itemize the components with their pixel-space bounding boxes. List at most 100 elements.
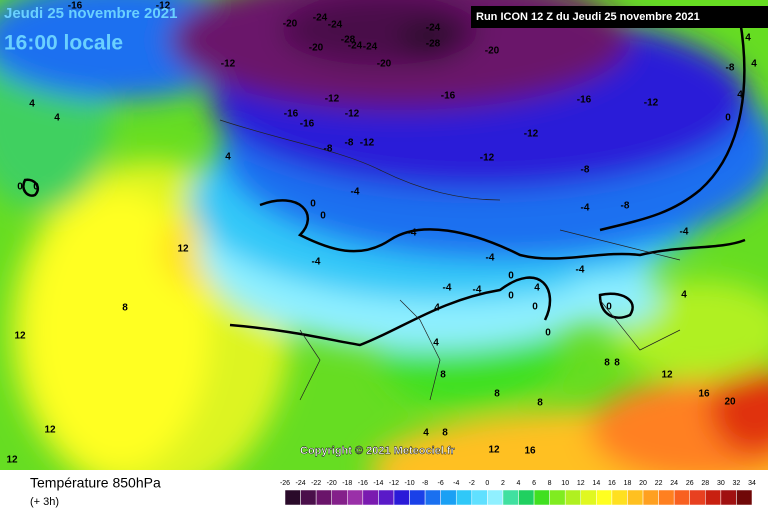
legend-swatch [455, 489, 473, 506]
contour-label: 12 [488, 445, 500, 456]
contour-label: -24 [313, 13, 328, 24]
contour-label: -12 [524, 129, 539, 140]
contour-label: 4 [737, 90, 743, 101]
legend-swatch [673, 489, 690, 506]
variable-title: Température 850hPa [30, 475, 161, 491]
date: Jeudi 25 novembre 2021 [4, 5, 177, 22]
contour-label: 12 [661, 370, 673, 381]
contour-label: -4 [408, 228, 417, 239]
contour-label: 4 [29, 99, 35, 110]
legend-swatch [347, 489, 364, 506]
legend-swatch [378, 489, 395, 506]
legend-swatch [393, 489, 410, 506]
contour-label: -12 [156, 1, 171, 12]
contour-line [259, 199, 746, 260]
contour-label: 0 [725, 113, 731, 124]
legend-swatch [720, 489, 737, 506]
contour-label: -8 [345, 138, 354, 149]
legend-tick-label: -2 [469, 480, 475, 487]
contour-label: 0 [545, 328, 551, 339]
contour-label: 0 [532, 302, 538, 313]
legend-tick-label: 8 [548, 480, 552, 487]
contour-label: 4 [745, 33, 751, 44]
contour-label: 0 [508, 291, 514, 302]
contour-label: -16 [577, 95, 592, 106]
legend-swatch [658, 489, 675, 506]
contour-label: -8 [726, 63, 735, 74]
run-info: Run ICON 12 Z du Jeudi 25 novembre 2021 [476, 11, 700, 23]
contour-label: -20 [309, 43, 324, 54]
contour-label: -16 [284, 109, 299, 120]
contour-label: 8 [614, 358, 620, 369]
contour-label: 0 [17, 182, 23, 193]
contour-label: 4 [54, 113, 60, 124]
legend-swatch [642, 489, 659, 506]
legend-tick-label: 30 [717, 480, 725, 487]
contour-label: 4 [225, 152, 231, 163]
contour-label: 4 [751, 59, 757, 70]
legend-tick-label: -10 [404, 480, 414, 487]
legend-swatch [487, 489, 504, 506]
contour-label: -16 [68, 1, 83, 12]
legend-tick-label: 6 [532, 480, 536, 487]
legend-tick-label: -20 [327, 480, 337, 487]
contour-label: 0 [310, 199, 316, 210]
legend-swatch [596, 489, 613, 506]
contour-label: -8 [621, 201, 630, 212]
color-legend: -26 -24 -22 -20 -18 -16 -14 -12 -10 -8 -6 -4 -2 0 2 4 6 8… [280, 480, 756, 506]
contour-label: -4 [351, 187, 360, 198]
contour-label: -20 [377, 59, 392, 70]
contour-label: -12 [480, 153, 495, 164]
legend-tick-label: 34 [748, 480, 756, 487]
legend-swatch [533, 489, 550, 506]
forecast-step: (+ 3h) [30, 496, 59, 508]
contour-label: -24 [426, 23, 441, 34]
legend-tick-label: -14 [373, 480, 383, 487]
legend-swatch [300, 489, 317, 506]
contour-label: -4 [581, 203, 590, 214]
legend-swatch [284, 489, 301, 506]
legend-tick-label: 12 [577, 480, 585, 487]
contour-label: 16 [698, 389, 710, 400]
legend-tick-label: -26 [280, 480, 290, 487]
legend-swatch [424, 489, 441, 506]
contour-label: 8 [537, 398, 543, 409]
contour-label: -20 [485, 46, 500, 57]
contour-label: 8 [442, 428, 448, 439]
legend-tick-label: 32 [733, 480, 741, 487]
legend-tick-label: -24 [296, 480, 306, 487]
contour-label: -16 [300, 119, 315, 130]
legend-tick-label: 4 [517, 480, 521, 487]
time: 16:00 locale [4, 32, 123, 55]
contour-label: -4 [576, 265, 585, 276]
contour-label: -4 [473, 285, 482, 296]
contour-label: -16 [441, 91, 456, 102]
contour-label: -4 [486, 253, 495, 264]
legend-swatch [315, 489, 332, 506]
legend-tick-label: 0 [485, 480, 489, 487]
legend-tick-label: -12 [389, 480, 399, 487]
legend-swatch [440, 489, 457, 506]
contour-label: -24 [363, 42, 378, 53]
legend-swatch [705, 489, 722, 506]
contour-label: 4 [423, 428, 429, 439]
copyright: Copyright © 2021 Meteociel.fr [300, 445, 456, 457]
legend-tick-label: -6 [438, 480, 444, 487]
legend-tick-label: 26 [686, 480, 694, 487]
contour-label: -20 [283, 19, 298, 30]
contour-label: -12 [325, 94, 340, 105]
legend-tick-label: 14 [592, 480, 600, 487]
legend-tick-label: 10 [561, 480, 569, 487]
contour-label: -12 [644, 98, 659, 109]
legend-tick-label: 2 [501, 480, 505, 487]
legend-swatch [689, 489, 706, 506]
contour-label: 8 [440, 370, 446, 381]
legend-swatch [564, 489, 582, 506]
legend-swatch [362, 489, 379, 506]
contour-label: 12 [6, 455, 18, 466]
contour-label: 8 [122, 303, 128, 314]
legend-tick-label: 28 [701, 480, 709, 487]
